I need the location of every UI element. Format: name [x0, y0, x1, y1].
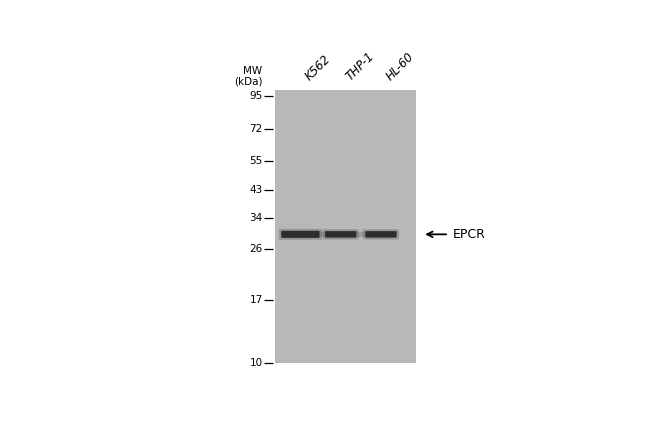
Text: EPCR: EPCR: [453, 228, 486, 241]
FancyBboxPatch shape: [363, 229, 399, 240]
Text: 95: 95: [250, 91, 263, 101]
Text: THP-1: THP-1: [343, 50, 376, 83]
Text: (kDa): (kDa): [234, 77, 263, 87]
Text: HL-60: HL-60: [384, 50, 417, 83]
Text: K562: K562: [303, 53, 333, 83]
Text: MW: MW: [244, 66, 263, 76]
Text: 34: 34: [250, 213, 263, 222]
FancyBboxPatch shape: [365, 231, 396, 238]
Text: 17: 17: [250, 295, 263, 305]
FancyBboxPatch shape: [279, 229, 322, 240]
Text: 55: 55: [250, 155, 263, 165]
Text: 26: 26: [250, 244, 263, 254]
FancyBboxPatch shape: [322, 229, 359, 240]
Bar: [275, 89, 416, 362]
FancyBboxPatch shape: [281, 232, 397, 237]
FancyBboxPatch shape: [281, 231, 320, 238]
Text: 72: 72: [250, 124, 263, 134]
Text: 43: 43: [250, 185, 263, 195]
FancyBboxPatch shape: [325, 231, 356, 238]
Text: 10: 10: [250, 357, 263, 368]
